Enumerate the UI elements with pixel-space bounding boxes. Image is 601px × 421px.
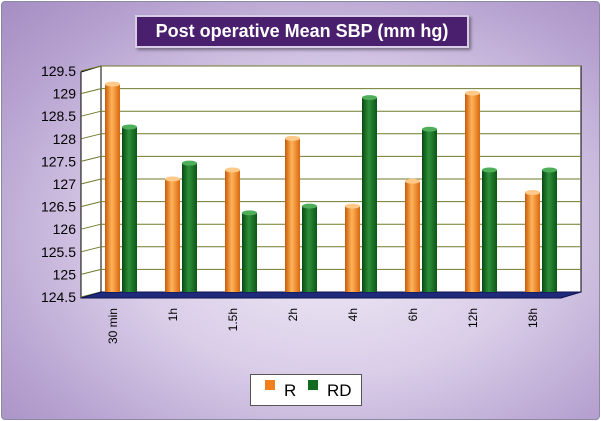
chart-title: Post operative Mean SBP (mm hg) — [135, 15, 469, 48]
y-tick-label: 128.5 — [41, 108, 76, 124]
x-tick-label: 12h — [466, 308, 480, 328]
y-tick-label: 124.5 — [41, 289, 76, 305]
bar-top-rd-6 — [482, 167, 497, 173]
legend-swatch-rd — [308, 380, 318, 390]
legend-swatch-r — [265, 380, 275, 390]
bar-top-rd-3 — [302, 203, 317, 209]
y-tick-label: 129.5 — [41, 63, 76, 79]
y-tick-label: 125.5 — [41, 244, 76, 260]
bar-rd-5 — [422, 129, 437, 292]
x-tick-label: 1h — [166, 308, 180, 321]
bar-top-rd-5 — [422, 126, 437, 132]
bar-rd-0 — [122, 127, 137, 293]
bar-r-7 — [525, 192, 540, 292]
bar-top-r-1 — [165, 176, 180, 182]
bar-rd-1 — [182, 163, 197, 292]
y-tick-label: 127 — [53, 176, 77, 192]
x-tick-label: 18h — [526, 308, 540, 328]
bar-r-2 — [225, 169, 240, 292]
x-tick-label: 6h — [406, 308, 420, 321]
bar-r-4 — [345, 206, 360, 292]
x-tick-label: 4h — [346, 308, 360, 321]
y-tick-label: 128 — [53, 131, 77, 147]
bar-top-rd-0 — [122, 124, 137, 130]
gridline-side — [80, 246, 102, 253]
y-tick-label: 126 — [53, 221, 77, 237]
bar-top-r-0 — [105, 81, 120, 87]
bar-top-r-6 — [465, 90, 480, 96]
bar-rd-3 — [302, 206, 317, 292]
bar-rd-7 — [542, 169, 557, 292]
bar-top-rd-7 — [542, 167, 557, 173]
bar-r-1 — [165, 179, 180, 292]
bar-top-r-7 — [525, 190, 540, 196]
bar-top-r-4 — [345, 203, 360, 209]
gridline-side — [80, 110, 102, 117]
bar-r-3 — [285, 138, 300, 292]
bar-rd-2 — [242, 212, 257, 292]
x-tick-label: 2h — [286, 308, 300, 321]
y-tick-label: 127.5 — [41, 153, 76, 169]
bar-top-rd-4 — [362, 95, 377, 101]
bar-top-r-3 — [285, 135, 300, 141]
bar-top-rd-2 — [242, 210, 257, 216]
y-tick-label: 126.5 — [41, 199, 76, 215]
gridline-side — [80, 178, 102, 185]
gridline-side — [80, 65, 102, 72]
x-tick-label: 1.5h — [226, 308, 240, 331]
bar-top-r-5 — [405, 178, 420, 184]
gridline-side — [80, 268, 102, 275]
y-tick-label: 129 — [53, 86, 77, 102]
legend-label-rd: RD — [327, 381, 352, 400]
bar-top-rd-1 — [182, 160, 197, 166]
gridline-side — [80, 88, 102, 95]
bar-rd-6 — [482, 169, 497, 292]
bar-r-5 — [405, 181, 420, 292]
y-tick-label: 125 — [53, 266, 77, 282]
gridline-side — [80, 133, 102, 140]
gridline-side — [80, 155, 102, 162]
bar-r-0 — [105, 84, 120, 292]
x-tick-label: 30 min — [106, 308, 120, 344]
gridline-side — [80, 223, 102, 230]
legend-label-r: R — [284, 381, 297, 400]
bar-rd-4 — [362, 97, 377, 292]
bar-r-6 — [465, 93, 480, 293]
legend: R RD — [250, 374, 362, 406]
floor — [80, 291, 582, 299]
gridline-side — [80, 201, 102, 208]
bar-top-r-2 — [225, 167, 240, 173]
